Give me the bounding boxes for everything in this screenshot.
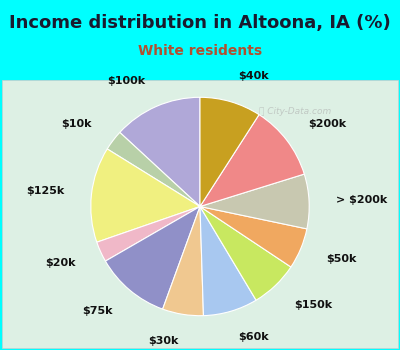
Text: $60k: $60k (238, 332, 269, 342)
Text: $20k: $20k (45, 258, 76, 268)
Text: Income distribution in Altoona, IA (%): Income distribution in Altoona, IA (%) (9, 14, 391, 32)
Text: $30k: $30k (148, 336, 178, 346)
Text: $75k: $75k (82, 306, 112, 316)
Wedge shape (107, 132, 200, 206)
Text: $125k: $125k (26, 186, 64, 196)
Wedge shape (163, 206, 204, 316)
Text: > $200k: > $200k (336, 195, 388, 205)
Text: $40k: $40k (238, 71, 269, 80)
Text: White residents: White residents (138, 44, 262, 58)
Wedge shape (91, 149, 200, 242)
Text: $10k: $10k (61, 119, 91, 129)
Wedge shape (200, 206, 307, 267)
Text: Ⓜ City-Data.com: Ⓜ City-Data.com (259, 107, 331, 117)
Wedge shape (200, 174, 309, 229)
Wedge shape (120, 97, 200, 206)
Wedge shape (106, 206, 200, 309)
Wedge shape (97, 206, 200, 261)
Wedge shape (200, 206, 291, 300)
Text: $100k: $100k (107, 76, 145, 86)
Text: $200k: $200k (309, 119, 347, 129)
Wedge shape (200, 206, 256, 316)
Wedge shape (200, 115, 304, 206)
Wedge shape (200, 97, 259, 206)
Text: $50k: $50k (326, 254, 356, 264)
Text: $150k: $150k (294, 300, 332, 310)
FancyBboxPatch shape (2, 80, 398, 348)
